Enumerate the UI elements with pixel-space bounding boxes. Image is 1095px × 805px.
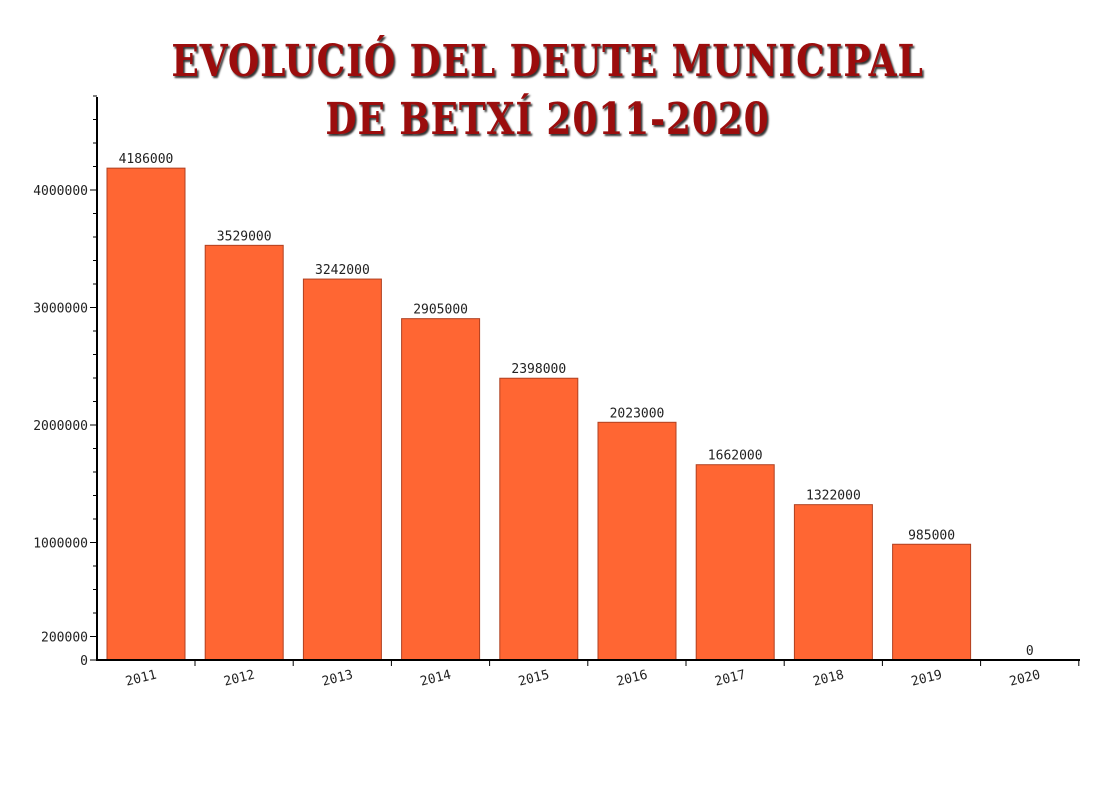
- bar: [204, 244, 284, 661]
- x-tick-label: 2016: [615, 668, 649, 690]
- data-label: 0: [1026, 644, 1034, 659]
- data-label-bg: [106, 151, 186, 167]
- x-tick-label: 2013: [321, 668, 355, 690]
- data-label-bg: [793, 487, 874, 503]
- chart-title-line1: EVOLUCIÓ DEL DEUTE MUNICIPAL: [171, 36, 924, 87]
- x-tick-label: 2011: [124, 668, 158, 690]
- y-tick-label: 1000000: [33, 537, 88, 552]
- y-tick-label: 3000000: [33, 302, 88, 317]
- bar: [401, 318, 481, 661]
- y-tick-label: 0: [80, 654, 88, 669]
- data-label: 1322000: [806, 489, 861, 504]
- data-label-bg: [302, 262, 383, 278]
- data-label: 2905000: [413, 303, 468, 318]
- data-label-bg: [400, 301, 481, 317]
- y-tick-label: 2000000: [33, 419, 88, 434]
- data-label-bg: [597, 405, 677, 421]
- bar: [695, 464, 775, 661]
- data-label-bg: [204, 228, 285, 244]
- data-label: 1662000: [708, 449, 763, 464]
- bar: [793, 504, 873, 661]
- data-label: 3529000: [217, 229, 272, 244]
- x-tick-label: 2017: [713, 668, 747, 690]
- data-label: 985000: [908, 528, 955, 543]
- data-label: 4186000: [119, 152, 174, 167]
- x-tick-label: 2018: [812, 668, 846, 690]
- x-tick-label: 2020: [1008, 668, 1042, 690]
- bar: [106, 167, 186, 661]
- bar: [302, 278, 382, 661]
- x-tick-label: 2019: [910, 668, 944, 690]
- data-label: 3242000: [315, 263, 370, 278]
- y-tick-label: 4000000: [33, 184, 88, 199]
- bar: [892, 543, 972, 661]
- chart-title-line2: DE BETXÍ 2011-2020: [325, 94, 770, 145]
- bar: [499, 377, 579, 661]
- data-label: 2023000: [610, 406, 665, 421]
- data-label: 2398000: [511, 362, 566, 377]
- bar: [597, 421, 677, 661]
- y-tick-label: 200000: [41, 631, 88, 646]
- data-label-bg: [695, 447, 776, 463]
- data-label-bg: [498, 361, 579, 377]
- x-tick-label: 2014: [419, 667, 453, 689]
- data-label-bg: [891, 527, 972, 543]
- x-tick-label: 2012: [222, 668, 256, 690]
- x-tick-label: 2015: [517, 668, 551, 690]
